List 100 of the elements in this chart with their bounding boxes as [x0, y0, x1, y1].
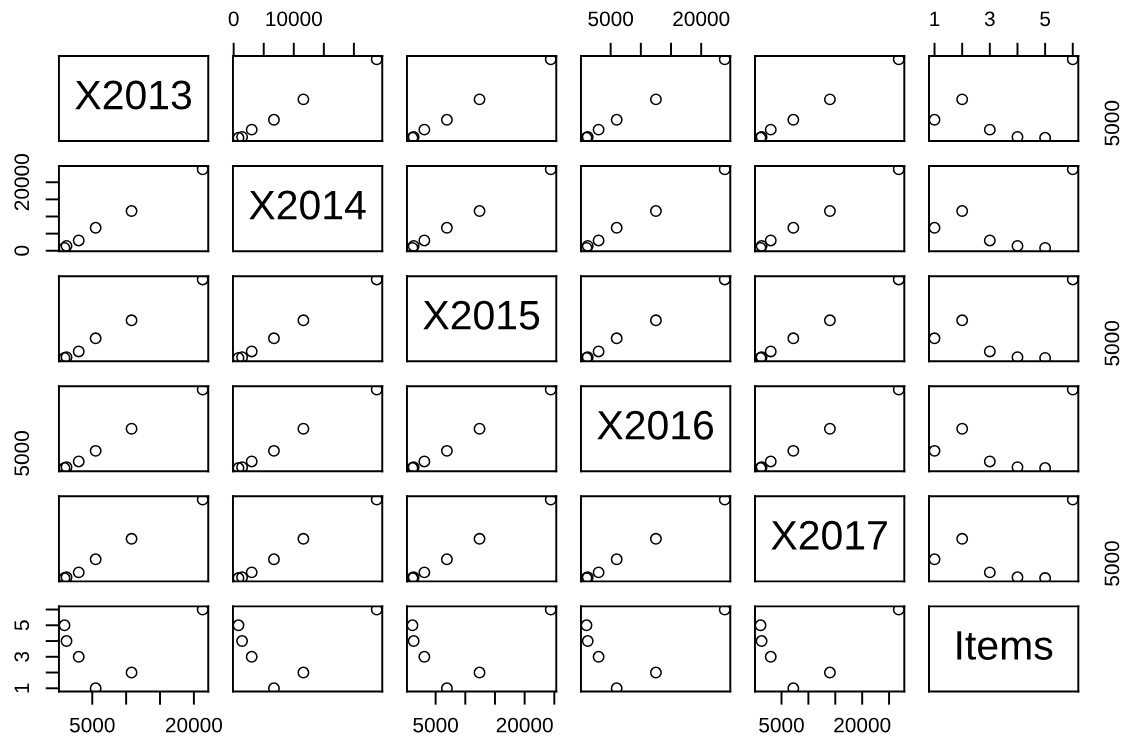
- point: [407, 635, 420, 648]
- point: [1066, 276, 1079, 286]
- point: [196, 606, 209, 616]
- point: [1066, 56, 1079, 66]
- point: [297, 93, 310, 106]
- point: [544, 166, 557, 176]
- point: [245, 566, 258, 579]
- point: [718, 606, 731, 616]
- point: [267, 682, 280, 692]
- point: [125, 666, 138, 679]
- point: [125, 205, 138, 217]
- point: [1011, 239, 1024, 252]
- x-tick-label: 5: [1040, 11, 1051, 27]
- point: [370, 386, 383, 396]
- point: [928, 553, 941, 566]
- point: [236, 461, 249, 472]
- point: [245, 650, 258, 663]
- point: [956, 93, 969, 106]
- point: [370, 606, 383, 616]
- text: X2015: [423, 300, 540, 330]
- point: [72, 234, 85, 247]
- point: [610, 682, 623, 692]
- point: [928, 221, 941, 234]
- point: [267, 332, 280, 345]
- point: [72, 650, 85, 663]
- point: [718, 56, 731, 66]
- point: [1066, 496, 1079, 506]
- point: [125, 532, 138, 545]
- point: [823, 314, 836, 327]
- point: [892, 276, 905, 286]
- text: 5000: [1104, 541, 1120, 586]
- point: [892, 606, 905, 616]
- text: 5000: [1104, 321, 1120, 366]
- point: [649, 314, 662, 327]
- text: X2016: [597, 410, 714, 440]
- y-tick-label: 1: [14, 683, 29, 693]
- point: [89, 221, 102, 234]
- point: [592, 566, 605, 579]
- point: [718, 166, 731, 176]
- point: [232, 462, 245, 472]
- text: X2017: [771, 520, 887, 550]
- point: [1039, 462, 1052, 472]
- point: [823, 666, 836, 679]
- point: [610, 332, 623, 345]
- text: 5000: [14, 431, 30, 476]
- point: [544, 606, 557, 616]
- point: [440, 221, 453, 234]
- point: [1011, 351, 1024, 362]
- x-tick-label: 5000: [413, 717, 458, 733]
- point: [418, 455, 431, 468]
- point: [232, 572, 245, 582]
- point: [245, 123, 258, 136]
- x-tick-label: 20000: [165, 717, 223, 733]
- point: [440, 113, 453, 126]
- point: [928, 113, 941, 126]
- point: [89, 332, 102, 345]
- point: [370, 56, 383, 66]
- point: [245, 345, 258, 358]
- point: [764, 455, 777, 468]
- x-tick-label: 20000: [834, 717, 891, 733]
- point: [125, 422, 138, 435]
- x-tick-label: 0: [228, 11, 239, 27]
- point: [196, 386, 209, 396]
- point: [787, 444, 800, 457]
- x-tick-label: 5000: [588, 11, 634, 27]
- y-tick-label: 5: [14, 620, 30, 631]
- point: [440, 553, 453, 566]
- y-tick-label: 20000: [14, 154, 30, 211]
- point: [983, 234, 996, 247]
- point: [72, 345, 85, 358]
- point: [592, 650, 605, 663]
- point: [544, 386, 557, 396]
- point: [406, 619, 419, 632]
- x-tick-label: 10000: [266, 11, 322, 27]
- point: [473, 93, 486, 106]
- point: [580, 619, 593, 632]
- point: [72, 566, 85, 579]
- point: [787, 113, 800, 126]
- y-tick-label: 0: [14, 245, 30, 256]
- point: [267, 444, 280, 457]
- point: [236, 571, 249, 582]
- point: [983, 566, 996, 579]
- point: [58, 619, 71, 632]
- point: [956, 532, 969, 545]
- point: [267, 113, 280, 126]
- point: [1039, 572, 1052, 582]
- x-tick-label: 20000: [496, 717, 553, 733]
- point: [297, 532, 310, 545]
- point: [928, 332, 941, 345]
- point: [89, 444, 102, 457]
- point: [649, 666, 662, 679]
- point: [823, 205, 836, 217]
- point: [418, 566, 431, 579]
- point: [245, 455, 258, 468]
- x-tick-label: 20000: [673, 11, 730, 27]
- point: [649, 532, 662, 545]
- point: [89, 682, 102, 692]
- point: [196, 166, 209, 176]
- point: [60, 635, 73, 648]
- x-tick-label: 1: [930, 11, 940, 26]
